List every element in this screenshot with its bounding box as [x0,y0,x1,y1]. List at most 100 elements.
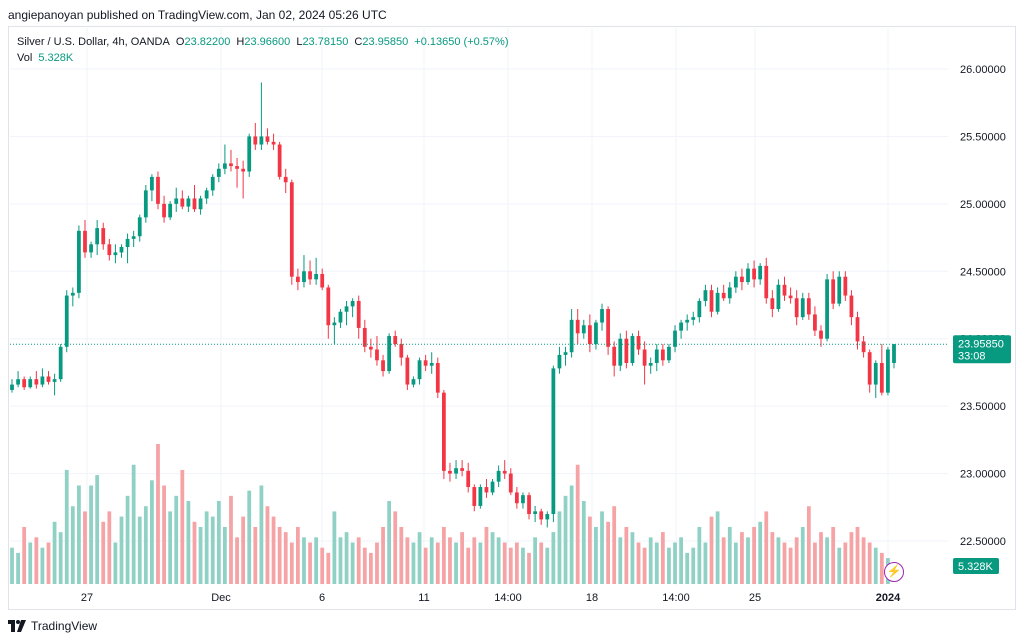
volume-bar [362,547,367,584]
legend-close-value: 23.95850 [362,36,409,48]
volume-bar [83,511,87,584]
legend-high-label: H [236,36,245,48]
legend-volume-value: 5.328K [38,52,74,64]
volume-bar [186,501,191,584]
volume-bar [448,537,452,584]
volume-bar [545,547,550,584]
volume-bar [16,552,20,584]
volume-bar [764,511,769,584]
volume-bar [539,542,544,584]
volume-bar [879,552,884,584]
candle-body [466,470,471,488]
candle-body [630,336,635,363]
grid-lines [10,28,948,585]
legend-high-value: 23.96600 [244,36,291,48]
candle-body [892,344,896,363]
volume-bar [782,542,787,584]
volume-bar [806,506,811,584]
volume-bar [95,475,100,584]
volume-bar [77,485,81,584]
lightning-icon[interactable]: ⚡ [884,562,904,582]
volume-bar [387,501,392,584]
volume-bar [630,532,635,584]
volume-bar [107,511,112,584]
candle-body [393,336,398,345]
y-tick-label: 24.50000 [960,266,1006,278]
legend-ohlc-row: Silver / U.S. Dollar, 4h, OANDA O23.8220… [17,34,511,50]
volume-bar [423,547,428,584]
volume-bar [557,511,562,584]
candle-body [521,495,525,504]
candle-body [849,295,854,318]
candle-body [685,319,690,323]
candle-body [180,198,185,207]
volume-bar [223,526,227,584]
candle-body [52,379,57,382]
volume-bar [314,537,319,584]
volume-bar [320,547,325,584]
candle-body [697,300,702,318]
candle-body [70,292,75,296]
candle-body [368,346,373,350]
candle-body [715,292,720,312]
volume-bar [794,537,799,584]
candle-body [575,319,580,334]
candle-body [454,468,458,474]
volume-bar [393,511,398,584]
candle-body [654,349,659,363]
footer: TradingView [8,619,97,633]
volume-bar [168,511,173,584]
candle-body [101,228,106,245]
candle-body [539,511,544,520]
volume-bar [478,542,483,584]
volume-bar [356,537,361,584]
volume-bar [375,542,379,584]
volume-bar [533,537,538,584]
volume-bar [259,485,264,584]
volume-bar [64,469,69,584]
volume-bar [581,501,586,584]
candle-body [338,311,343,323]
candle-body [344,306,349,312]
candle-body [667,346,671,361]
legend-volume-row: Vol 5.328K [17,50,511,66]
last-price-value: 23.95850 [958,338,1004,350]
candle-body [271,141,276,145]
candle-body [210,176,215,191]
x-tick-label: 11 [418,592,429,604]
candle-body [460,468,465,471]
y-tick-label: 23.50000 [960,401,1006,413]
candle-body [691,317,696,320]
volume-bar [466,547,471,584]
volume-bar [10,547,14,584]
volume-bar [162,485,166,584]
volume-bar [606,521,610,584]
volume-bar [484,526,489,584]
candle-body [782,284,787,296]
volume-bar [837,547,842,584]
candle-body [143,190,148,218]
candle-body [83,230,87,253]
candle-body [417,360,422,380]
volume-bar [770,532,775,584]
candle-body [259,136,264,145]
volume-bar [435,542,440,584]
candle-body [320,273,325,288]
chart-frame [8,26,1016,610]
candle-body [612,346,617,366]
candle-body [837,276,842,304]
volume-bar [867,542,872,584]
candle-body [746,268,750,283]
volume-bar [855,526,860,584]
candle-body [10,384,14,390]
candle-body [77,230,81,293]
candle-body [733,276,738,288]
candle-body [40,376,45,385]
candle-body [204,190,209,199]
candle-body [551,368,556,515]
x-tick-label: 2024 [876,592,901,604]
volume-bar [289,542,294,584]
legend-symbol: Silver / U.S. Dollar, 4h, OANDA [17,36,170,48]
volume-bar [204,511,209,584]
